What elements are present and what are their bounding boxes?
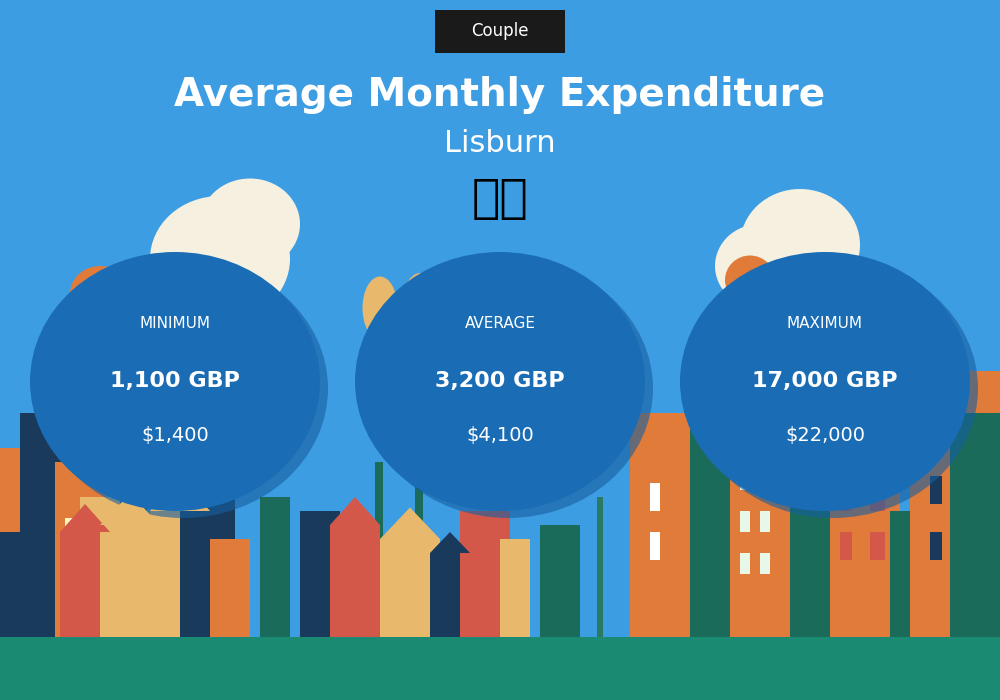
Bar [260,497,290,637]
Bar [740,511,750,532]
Bar [150,511,210,637]
Bar [300,511,340,637]
Bar [500,539,530,637]
Bar [120,427,132,637]
Ellipse shape [725,256,775,304]
Ellipse shape [715,224,805,308]
Bar [690,427,740,637]
Bar [100,525,160,637]
Text: $4,100: $4,100 [466,426,534,445]
Bar [0,448,55,637]
Polygon shape [100,494,160,525]
Text: Lisburn: Lisburn [444,129,556,158]
Ellipse shape [355,252,645,511]
Bar [840,532,852,560]
Bar [830,371,900,637]
Bar [0,532,30,637]
Bar [650,532,660,560]
Bar [415,483,423,637]
Bar [910,371,1000,637]
Bar [460,511,510,637]
Bar [180,469,235,637]
Bar [540,525,580,637]
Text: 17,000 GBP: 17,000 GBP [752,372,898,391]
Bar [650,483,660,511]
Bar [790,441,845,637]
Bar [135,441,147,637]
Polygon shape [60,504,110,532]
Bar [760,511,770,532]
Ellipse shape [680,252,970,511]
Ellipse shape [688,259,978,518]
Ellipse shape [200,178,300,270]
Bar [380,539,440,637]
Bar [840,483,852,511]
Text: 3,200 GBP: 3,200 GBP [435,372,565,391]
Bar [375,462,383,637]
Bar [760,469,770,490]
Ellipse shape [362,276,398,340]
Bar [870,483,885,511]
Bar [950,413,1000,637]
Polygon shape [330,497,380,525]
Text: Couple: Couple [471,22,529,41]
Text: MINIMUM: MINIMUM [140,316,210,330]
Ellipse shape [578,298,622,360]
Bar [740,469,750,490]
Polygon shape [150,476,210,511]
Bar [930,476,942,504]
Bar [740,553,750,574]
FancyBboxPatch shape [435,10,565,53]
Bar [60,532,110,637]
Bar [0,637,1000,700]
Ellipse shape [400,273,440,357]
Text: MAXIMUM: MAXIMUM [787,316,863,330]
Ellipse shape [740,189,860,301]
Bar [430,553,470,637]
Ellipse shape [363,259,653,518]
Bar [630,413,690,637]
Bar [870,434,885,462]
Text: $22,000: $22,000 [785,426,865,445]
Bar [597,497,603,637]
Bar [730,392,790,637]
Text: Average Monthly Expenditure: Average Monthly Expenditure [174,76,826,113]
Bar [760,553,770,574]
Text: 🇬🇧: 🇬🇧 [472,177,528,222]
Ellipse shape [150,196,290,322]
Bar [890,511,930,637]
Text: $1,400: $1,400 [141,426,209,445]
Text: 1,100 GBP: 1,100 GBP [110,372,240,391]
Ellipse shape [38,259,328,518]
Bar [80,497,120,637]
Polygon shape [430,532,470,553]
Polygon shape [380,508,440,539]
Bar [210,539,250,637]
Bar [20,413,75,637]
Bar [840,434,852,462]
Bar [330,525,380,637]
Bar [65,518,73,546]
Ellipse shape [30,252,320,511]
Bar [930,532,942,560]
Ellipse shape [70,266,130,322]
Text: AVERAGE: AVERAGE [464,316,536,330]
Bar [55,462,105,637]
Bar [870,532,885,560]
